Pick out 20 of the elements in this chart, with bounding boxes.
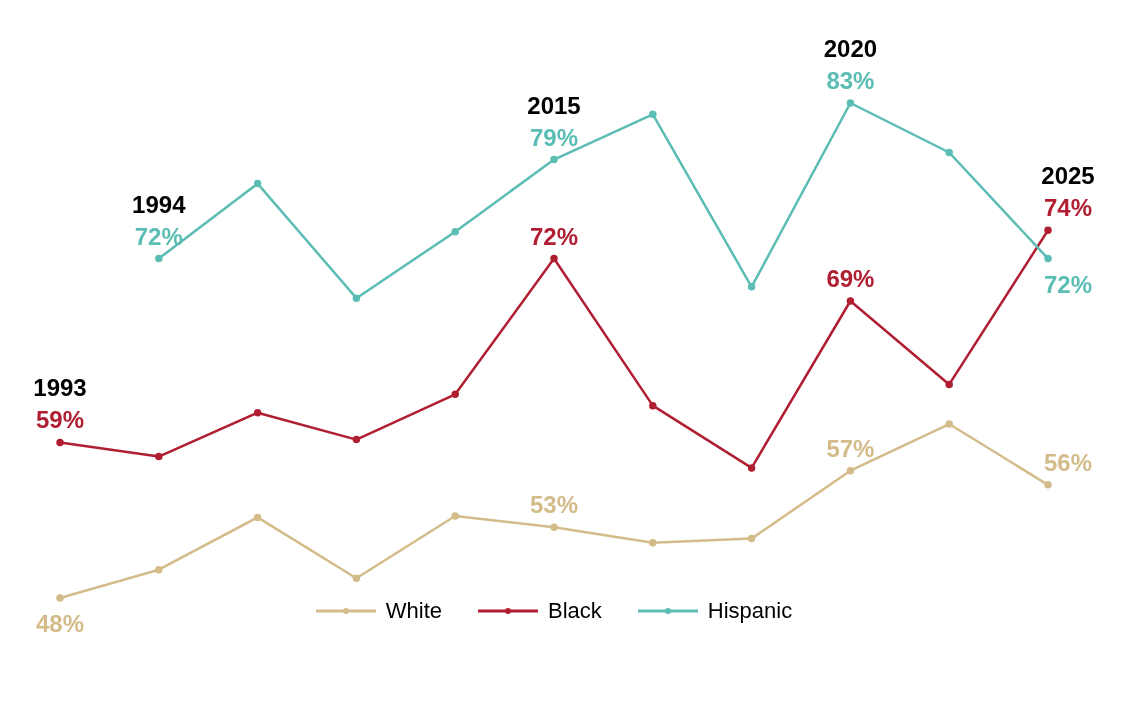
legend-label: White <box>384 598 443 624</box>
data-label: 72% <box>1043 270 1093 298</box>
x-tick-label: 2020 <box>823 35 878 62</box>
x-tick-label: 2025 <box>1041 162 1095 190</box>
legend-label: Black <box>547 598 602 624</box>
data-label: 72% <box>134 222 183 250</box>
x-tick-label: 1993 <box>33 374 87 402</box>
data-label: 83% <box>826 67 875 94</box>
x-tick-label: 2015 <box>527 91 581 119</box>
data-label: 48% <box>35 610 85 637</box>
data-label: 74% <box>1043 194 1093 222</box>
data-label: 59% <box>35 406 85 434</box>
data-label: 57% <box>826 434 875 462</box>
data-label: 79% <box>529 123 579 151</box>
x-tick-label: 1994 <box>132 190 187 218</box>
data-label: 72% <box>529 222 579 250</box>
legend-label: Hispanic <box>706 598 793 624</box>
data-label: 53% <box>529 491 579 519</box>
data-label: 56% <box>1043 448 1093 476</box>
data-label: 69% <box>826 265 875 292</box>
